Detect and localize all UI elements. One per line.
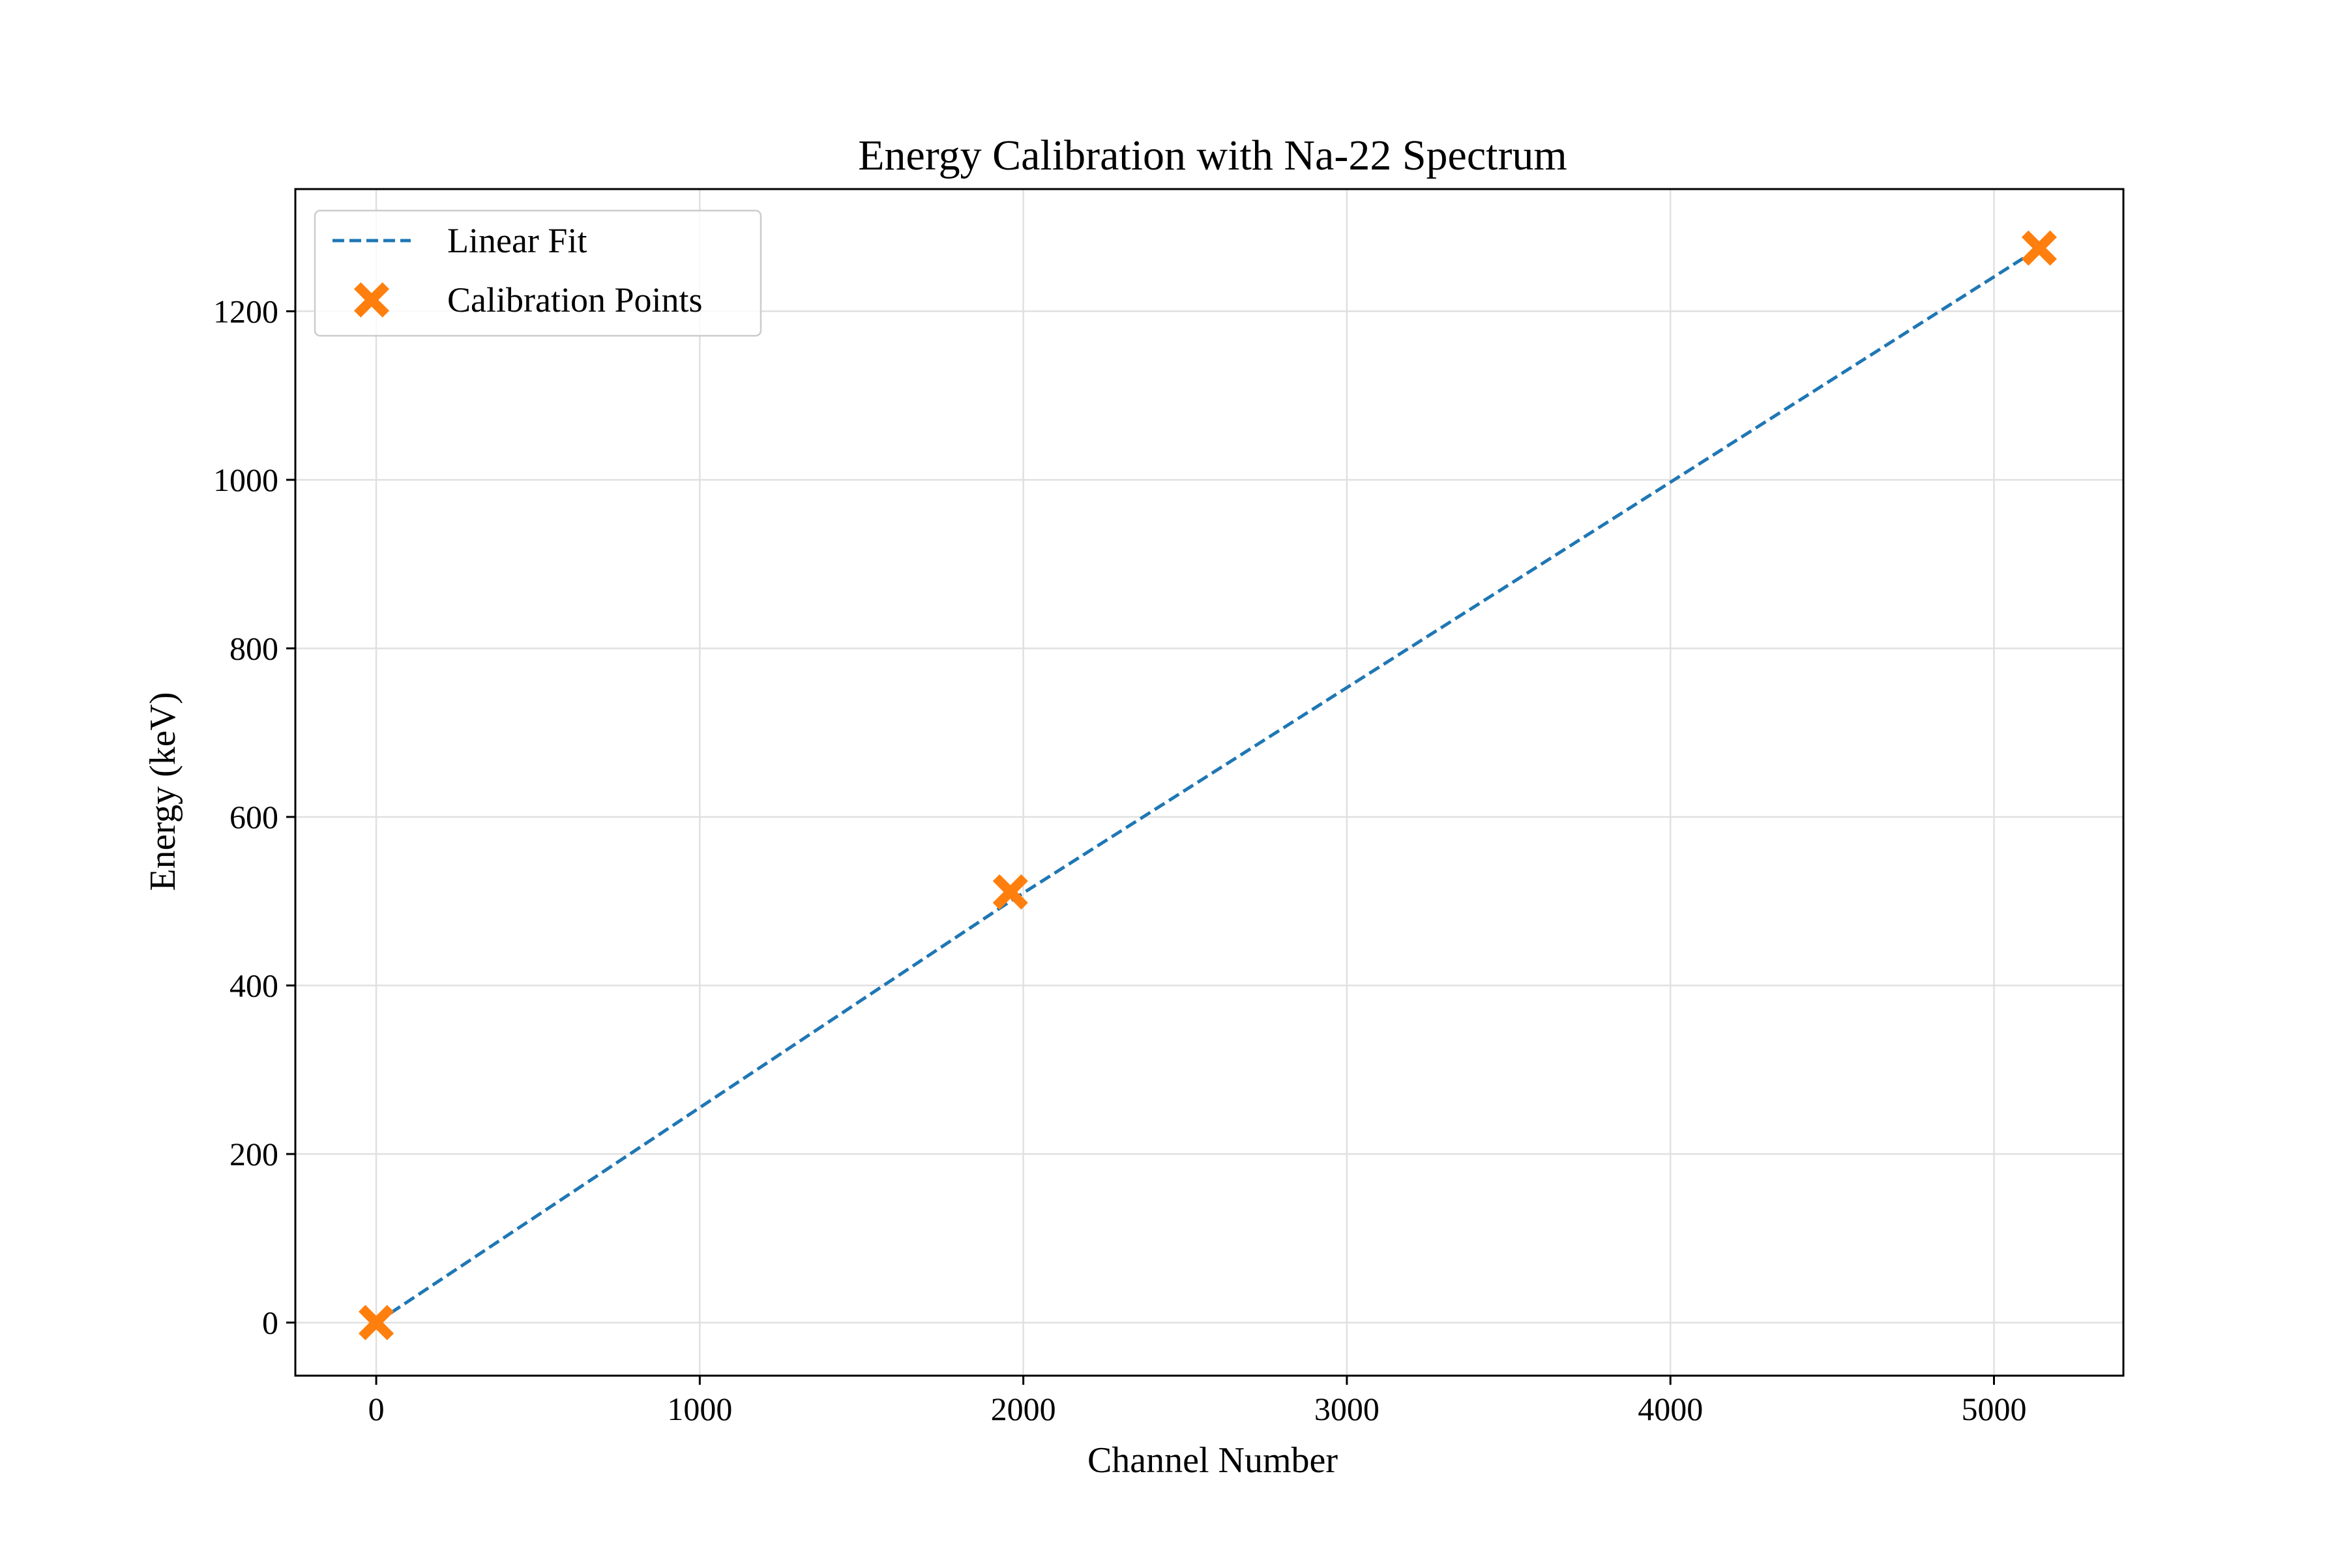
x-tick-label: 1000 [667,1391,732,1427]
y-tick-label: 0 [262,1305,278,1341]
x-tick-label: 3000 [1314,1391,1380,1427]
y-axis-label: Energy (keV) [143,692,183,891]
y-tick-label: 600 [229,799,278,835]
y-tick-label: 200 [229,1136,278,1172]
y-tick-label: 1000 [213,462,278,498]
x-tick-label: 5000 [1961,1391,2026,1427]
x-tick-label: 2000 [991,1391,1056,1427]
calibration-point-marker [359,1305,394,1340]
x-tick-label: 0 [368,1391,385,1427]
legend-x-marker [353,282,390,318]
calibration-point-marker [992,874,1028,910]
calibration-point-marker [2021,230,2058,266]
y-tick-label: 800 [229,630,278,666]
legend-frame [314,209,762,337]
chart-title: Energy Calibration with Na-22 Spectrum [858,132,1567,179]
plot-frame [294,188,2125,1377]
axes: 0 1000 2000 3000 4000 5000 0 200 400 600 800 1000 12… [213,188,2125,1427]
legend: Linear Fit Calibration Points [314,209,762,337]
x-tick-label: 4000 [1638,1391,1703,1427]
grid [295,189,2123,1376]
x-axis-label: Channel Number [1087,1440,1338,1481]
legend-label-linear-fit: Linear Fit [447,221,587,260]
y-tick-label: 1200 [213,293,278,329]
plot-series [359,230,2058,1340]
legend-swatch-calibration-points [353,282,390,318]
legend-label-calibration-points: Calibration Points [447,280,703,319]
y-tick-label: 400 [229,968,278,1004]
